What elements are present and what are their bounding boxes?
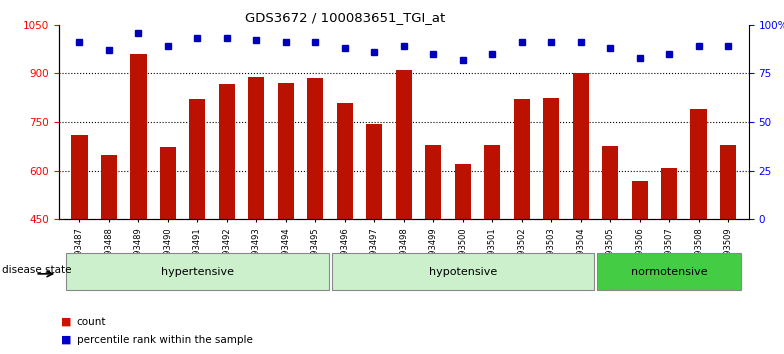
Bar: [189, 99, 205, 354]
Text: percentile rank within the sample: percentile rank within the sample: [77, 335, 252, 345]
Bar: [455, 164, 471, 354]
Bar: [336, 103, 353, 354]
Text: hypertensive: hypertensive: [161, 267, 234, 277]
Bar: [720, 145, 736, 354]
Bar: [101, 155, 117, 354]
Bar: [484, 145, 500, 354]
Bar: [597, 253, 742, 290]
Bar: [425, 145, 441, 354]
Bar: [130, 54, 147, 354]
Bar: [514, 99, 530, 354]
Bar: [307, 78, 324, 354]
Bar: [278, 83, 294, 354]
Bar: [691, 109, 706, 354]
Bar: [71, 135, 88, 354]
Bar: [572, 73, 589, 354]
Bar: [366, 124, 383, 354]
Text: ■: ■: [61, 317, 71, 327]
Bar: [249, 77, 264, 354]
Bar: [66, 253, 328, 290]
Bar: [396, 70, 412, 354]
Bar: [332, 253, 594, 290]
Text: normotensive: normotensive: [631, 267, 707, 277]
Bar: [602, 147, 619, 354]
Bar: [219, 84, 235, 354]
Text: disease state: disease state: [2, 265, 72, 275]
Bar: [543, 98, 559, 354]
Text: GDS3672 / 100083651_TGI_at: GDS3672 / 100083651_TGI_at: [245, 11, 445, 24]
Bar: [661, 167, 677, 354]
Text: ■: ■: [61, 335, 71, 345]
Text: hypotensive: hypotensive: [429, 267, 497, 277]
Bar: [160, 147, 176, 354]
Text: count: count: [77, 317, 107, 327]
Bar: [632, 181, 648, 354]
